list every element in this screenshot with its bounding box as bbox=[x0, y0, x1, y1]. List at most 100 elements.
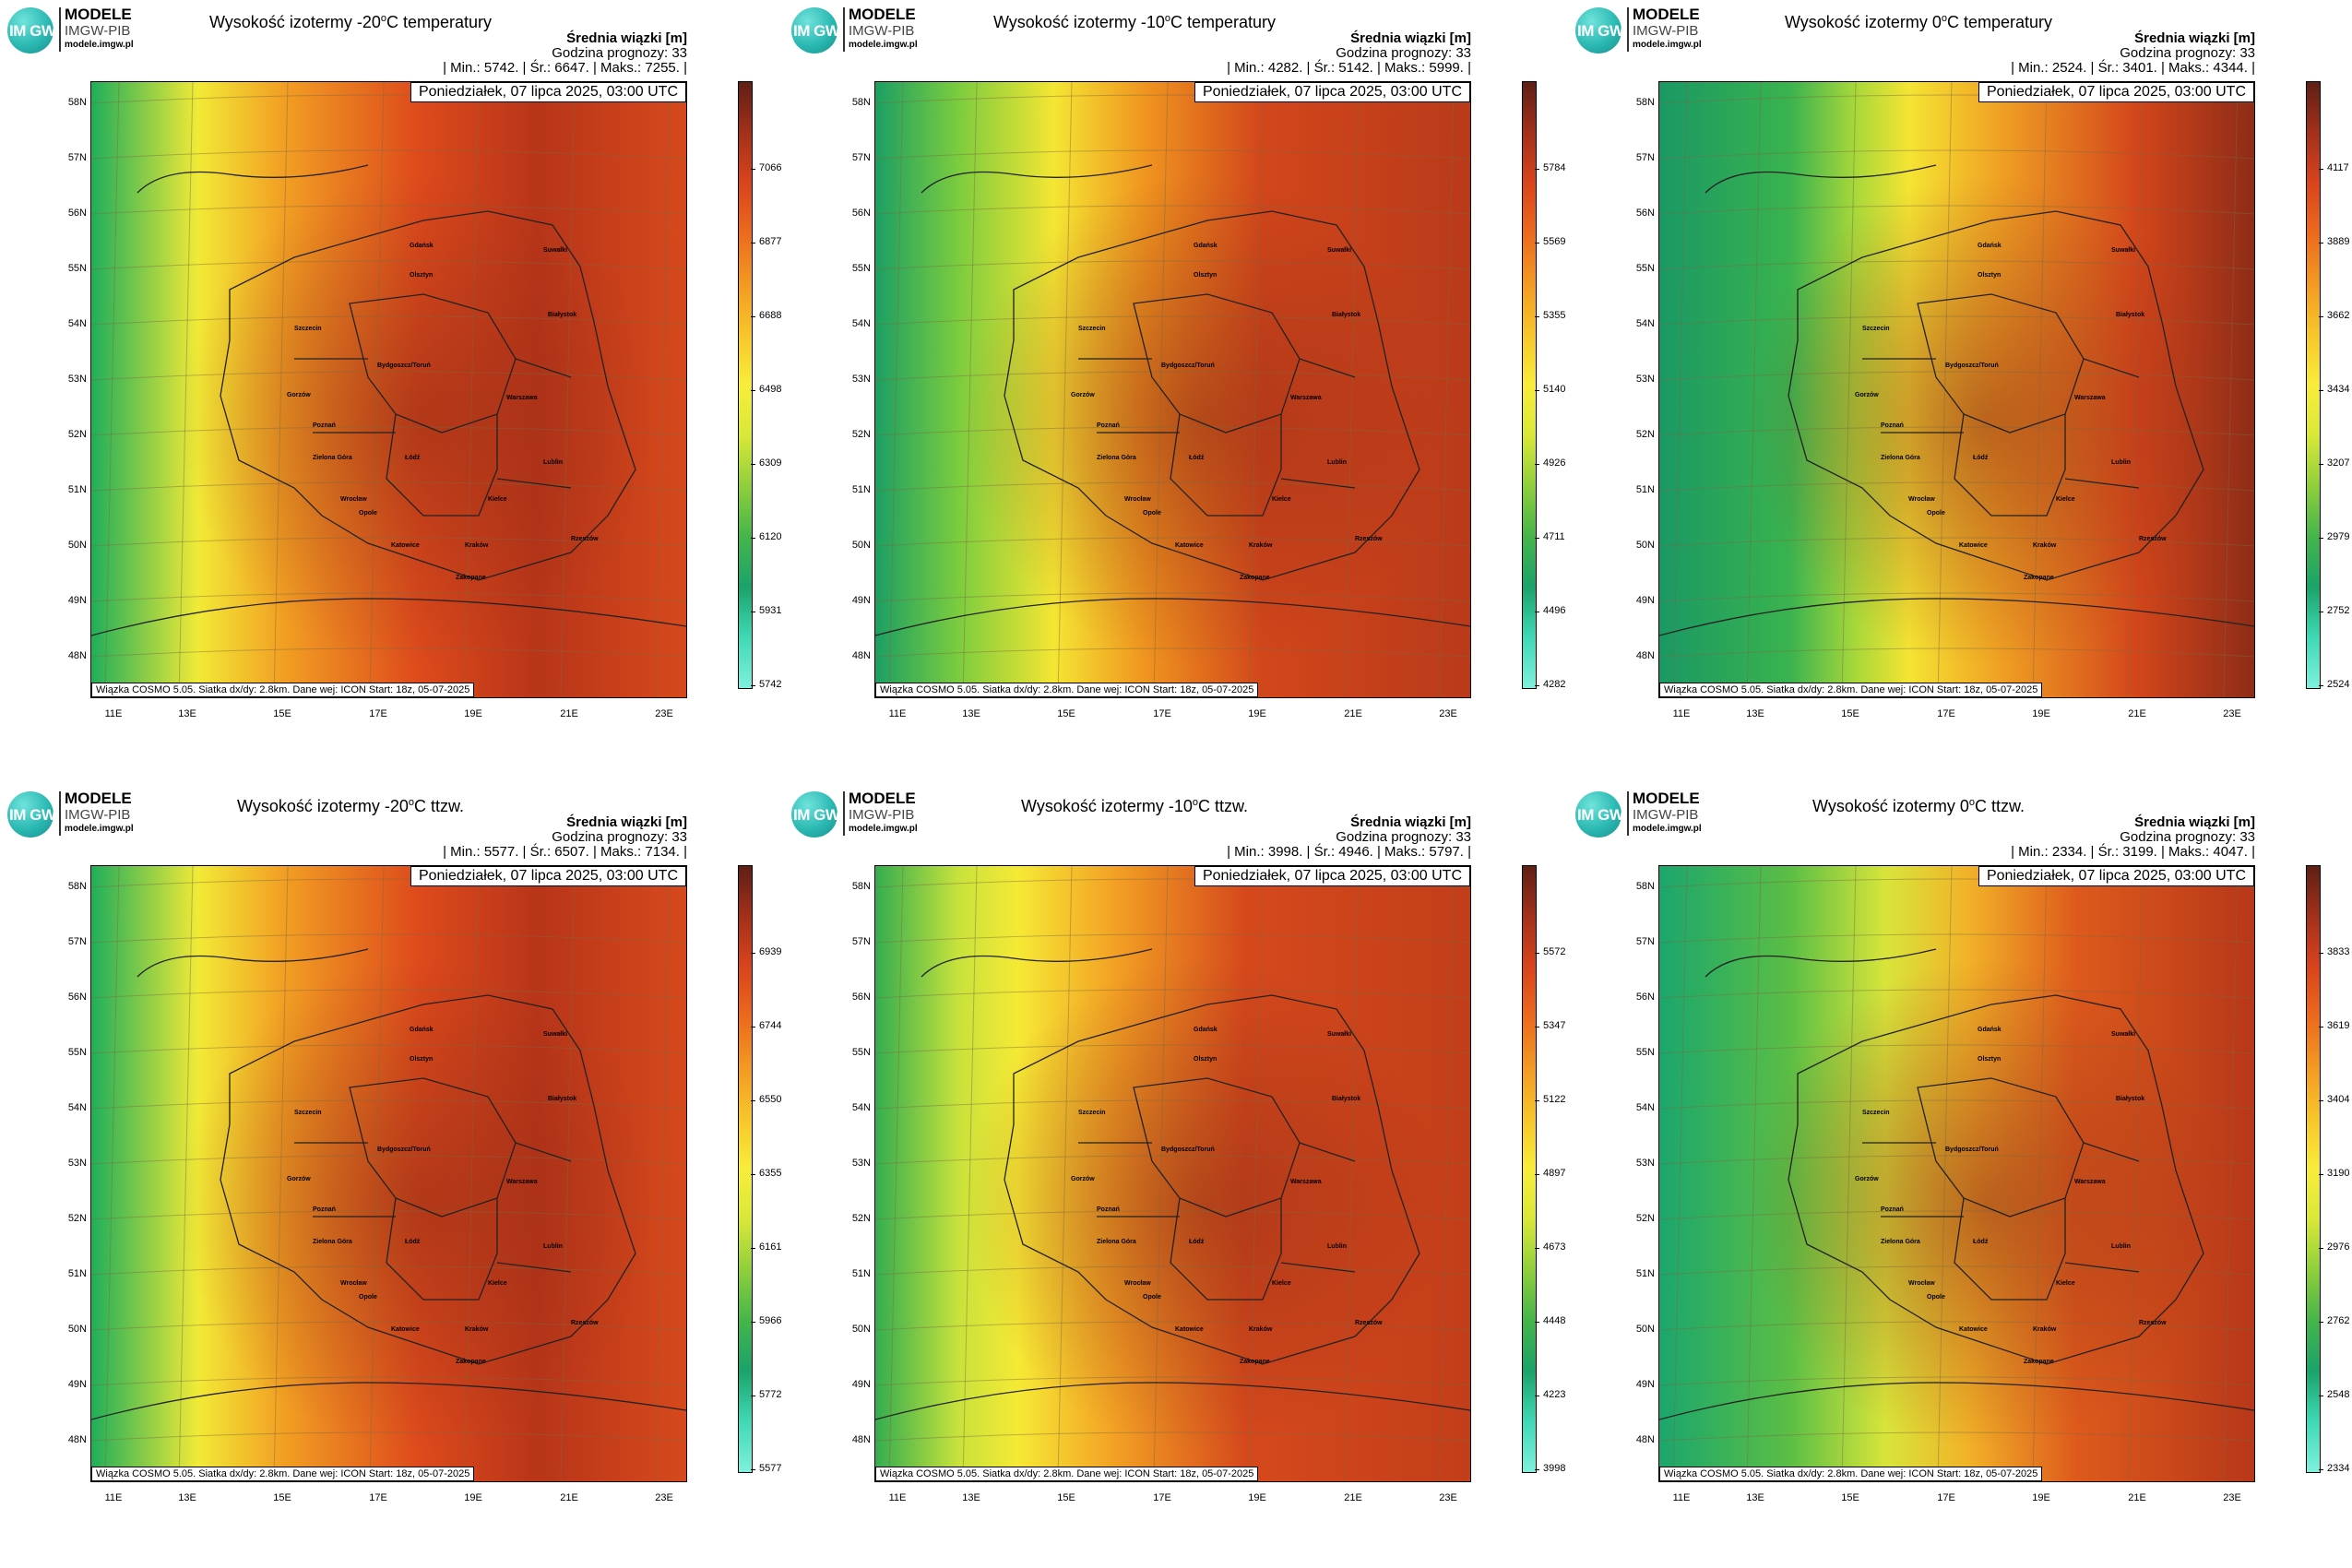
lat-label: 48N bbox=[67, 650, 87, 661]
info-label: Średnia wiązki [m] bbox=[1350, 30, 1471, 46]
graticule bbox=[875, 82, 1470, 697]
city-label: Białystok bbox=[2116, 312, 2145, 318]
panel-info: Średnia wiązki [m] Godzina prognozy: 33 … bbox=[1227, 31, 1471, 76]
lat-label: 52N bbox=[67, 429, 87, 440]
panel-info: Średnia wiązki [m] Godzina prognozy: 33 … bbox=[1227, 815, 1471, 860]
colorbar-tick-label: 3207 bbox=[2327, 457, 2350, 469]
lat-label: 48N bbox=[851, 650, 871, 661]
logo-org: IMGW-PIB bbox=[65, 23, 131, 39]
city-label: Wrocław bbox=[340, 496, 367, 503]
colorbar-tick bbox=[2319, 1248, 2323, 1249]
colorbar-tick-label: 3404 bbox=[2327, 1094, 2350, 1105]
city-label: Bydgoszcz/Toruń bbox=[1161, 362, 1215, 369]
borders bbox=[875, 948, 1470, 1420]
footer-box: Wiązka COSMO 5.05. Siatka dx/dy: 2.8km. … bbox=[91, 683, 475, 697]
date-box: Poniedziałek, 07 lipca 2025, 03:00 UTC bbox=[1978, 866, 2254, 886]
city-label: Szczecin bbox=[1078, 1110, 1106, 1116]
city-label: Kielce bbox=[488, 1280, 507, 1287]
lat-label: 49N bbox=[851, 1379, 871, 1390]
city-label: Bydgoszcz/Toruń bbox=[1161, 1146, 1215, 1153]
city-label: Gdańsk bbox=[1194, 1027, 1218, 1033]
colorbar-tick-label: 6744 bbox=[759, 1020, 782, 1031]
lon-label: 21E bbox=[2128, 1492, 2146, 1503]
lat-label: 53N bbox=[851, 374, 871, 385]
map-canvas bbox=[91, 866, 686, 1481]
logo-url: modele.imgw.pl bbox=[1633, 824, 1702, 834]
colorbar-tick-label: 5347 bbox=[1543, 1020, 1566, 1031]
imgw-logo-icon bbox=[1575, 7, 1621, 53]
city-label: Olsztyn bbox=[1194, 1056, 1218, 1063]
lat-label: 52N bbox=[67, 1213, 87, 1224]
stats-line: | Min.: 3998. | Śr.: 4946. | Maks.: 5797… bbox=[1227, 844, 1471, 860]
graticule bbox=[91, 82, 686, 697]
logo-org: IMGW-PIB bbox=[849, 23, 915, 39]
colorbar-tick-label: 4282 bbox=[1543, 679, 1566, 690]
colorbar-tick-label: 3833 bbox=[2327, 946, 2350, 957]
colorbar-tick-label: 3998 bbox=[1543, 1463, 1566, 1474]
lat-label: 52N bbox=[1635, 429, 1655, 440]
lon-label: 21E bbox=[1344, 708, 1362, 719]
city-label: Poznań bbox=[1881, 422, 1904, 429]
lat-label: 53N bbox=[1635, 374, 1655, 385]
lat-label: 58N bbox=[1635, 97, 1655, 108]
lat-label: 54N bbox=[851, 1102, 871, 1113]
city-label: Białystok bbox=[1332, 1096, 1361, 1102]
info-label: Średnia wiązki [m] bbox=[566, 814, 687, 830]
city-label: Rzeszów bbox=[571, 1320, 599, 1326]
colorbar-tick-label: 2979 bbox=[2327, 531, 2350, 542]
colorbar-tick bbox=[1535, 169, 1539, 170]
lat-label: 50N bbox=[1635, 540, 1655, 551]
colorbar-tick-label: 5966 bbox=[759, 1315, 782, 1326]
city-label: Wrocław bbox=[1908, 1280, 1935, 1287]
panel-title: Wysokość izotermy 0oC ttzw. bbox=[1812, 797, 2025, 815]
logo-circle-text: IM GW bbox=[9, 22, 56, 40]
colorbar-tick bbox=[751, 1248, 755, 1249]
colorbar-tick bbox=[1535, 316, 1539, 317]
city-label: Olsztyn bbox=[1978, 1056, 2002, 1063]
city-label: Suwałki bbox=[543, 1031, 568, 1038]
colorbar-tick bbox=[751, 1469, 755, 1470]
stats-line: | Min.: 2524. | Śr.: 3401. | Maks.: 4344… bbox=[2011, 60, 2255, 76]
logo-brand: MODELE bbox=[1633, 790, 1700, 807]
footer-box: Wiązka COSMO 5.05. Siatka dx/dy: 2.8km. … bbox=[875, 1467, 1259, 1481]
lon-label: 21E bbox=[560, 1492, 578, 1503]
forecast-hour: Godzina prognozy: 33 bbox=[552, 45, 687, 61]
map-panel: IM GW MODELE IMGW-PIB modele.imgw.pl Wys… bbox=[1568, 784, 2352, 1568]
lat-label: 56N bbox=[851, 208, 871, 219]
lon-label: 23E bbox=[1439, 1492, 1457, 1503]
graticule bbox=[875, 866, 1470, 1481]
lon-label: 23E bbox=[2223, 708, 2241, 719]
field-core bbox=[1659, 82, 2254, 697]
city-label: Suwałki bbox=[543, 247, 568, 254]
colorbar-tick bbox=[2319, 685, 2323, 686]
colorbar-tick bbox=[2319, 316, 2323, 317]
city-label: Katowice bbox=[1175, 1326, 1204, 1333]
lat-label: 54N bbox=[67, 318, 87, 329]
colorbar-tick-label: 3619 bbox=[2327, 1020, 2350, 1031]
colorbar-tick-label: 3190 bbox=[2327, 1168, 2350, 1179]
city-label: Szczecin bbox=[294, 326, 322, 332]
lat-label: 56N bbox=[67, 208, 87, 219]
colorbar-tick bbox=[1535, 1322, 1539, 1323]
colorbar-tick bbox=[2319, 538, 2323, 539]
city-label: Rzeszów bbox=[2139, 1320, 2167, 1326]
map-canvas bbox=[91, 82, 686, 697]
colorbar-tick-label: 2524 bbox=[2327, 679, 2350, 690]
city-label: Wrocław bbox=[1908, 496, 1935, 503]
city-label: Bydgoszcz/Toruń bbox=[377, 1146, 431, 1153]
map-area: Poniedziałek, 07 lipca 2025, 03:00 UTC W… bbox=[90, 81, 687, 698]
lat-label: 57N bbox=[851, 936, 871, 947]
colorbar-tick-label: 5569 bbox=[1543, 236, 1566, 247]
info-label: Średnia wiązki [m] bbox=[566, 30, 687, 46]
lat-label: 56N bbox=[67, 992, 87, 1003]
city-label: Łódź bbox=[1973, 455, 1989, 461]
city-label: Suwałki bbox=[2111, 1031, 2136, 1038]
city-label: Warszawa bbox=[1290, 395, 1322, 401]
lat-label: 52N bbox=[851, 429, 871, 440]
panel-info: Średnia wiązki [m] Godzina prognozy: 33 … bbox=[443, 815, 687, 860]
logo-divider bbox=[1627, 791, 1629, 836]
city-label: Bydgoszcz/Toruń bbox=[1945, 1146, 1999, 1153]
colorbar-tick bbox=[751, 1322, 755, 1323]
lat-label: 49N bbox=[851, 595, 871, 606]
lat-label: 58N bbox=[851, 97, 871, 108]
